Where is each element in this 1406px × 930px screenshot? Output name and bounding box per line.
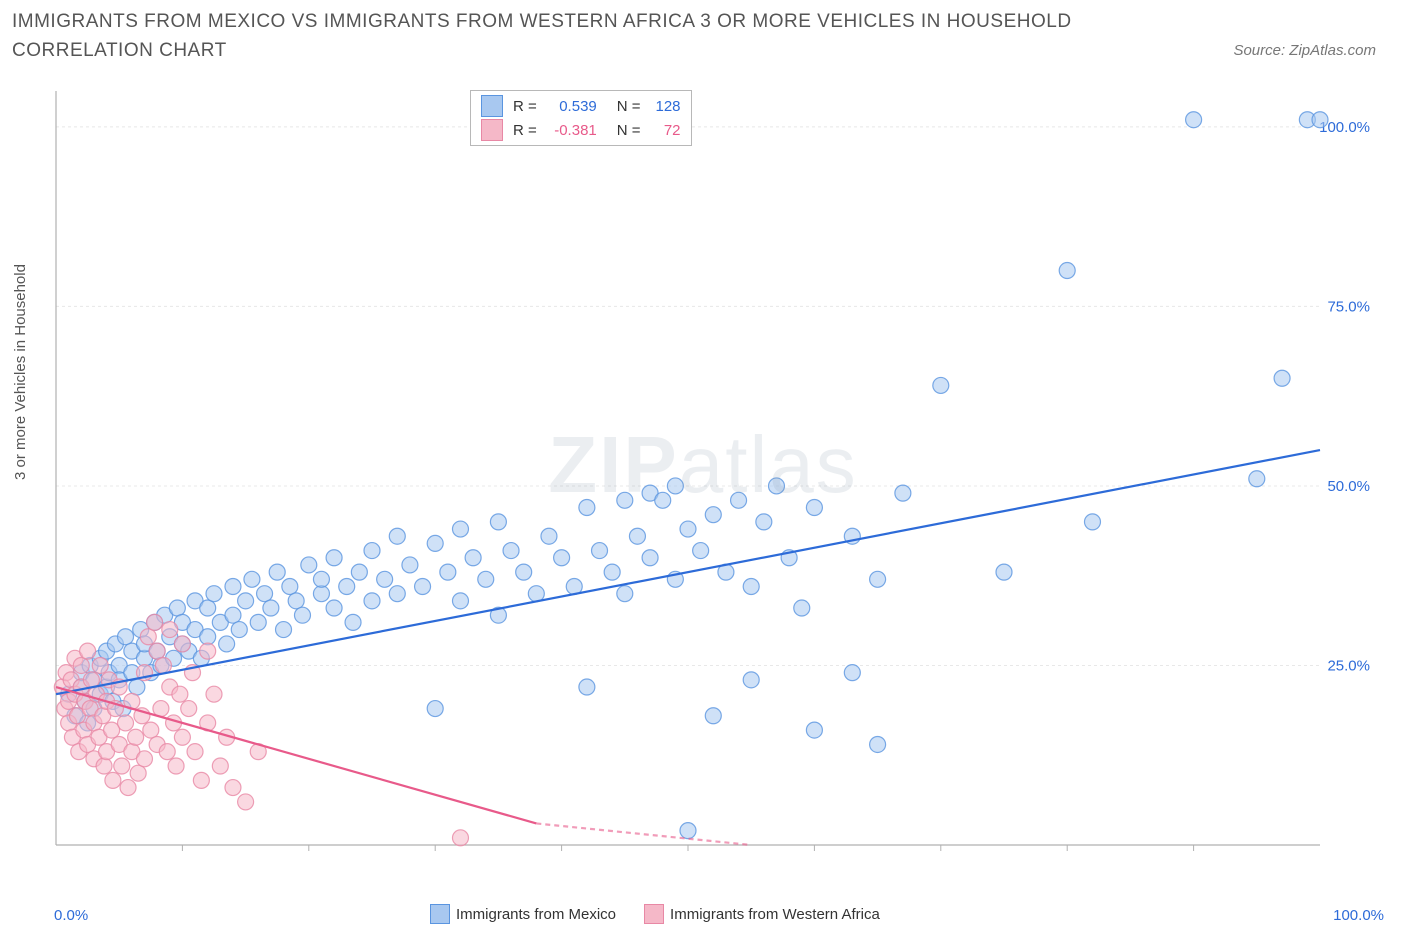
legend-r-label: R = [513,122,537,139]
legend-r-value: 0.539 [543,98,597,115]
svg-text:25.0%: 25.0% [1327,657,1370,674]
scatter-plot: 25.0%50.0%75.0%100.0% [50,85,1380,875]
correlation-legend: R = 0.539 N = 128 R = -0.381 N = 72 [470,90,692,146]
legend-n-value: 72 [647,122,681,139]
y-axis-label: 3 or more Vehicles in Household [12,264,29,480]
source-attribution: Source: ZipAtlas.com [1233,42,1376,59]
legend-row: R = 0.539 N = 128 [481,95,681,117]
legend-row: R = -0.381 N = 72 [481,119,681,141]
legend-r-label: R = [513,98,537,115]
legend-r-value: -0.381 [543,122,597,139]
legend-item-label: Immigrants from Western Africa [670,906,880,923]
legend-swatch-icon [644,904,664,924]
series-legend-item: Immigrants from Mexico [430,904,616,924]
series-legend-item: Immigrants from Western Africa [644,904,880,924]
legend-swatch-icon [481,119,503,141]
chart-title: IMMIGRANTS FROM MEXICO VS IMMIGRANTS FRO… [12,8,1112,65]
legend-n-label: N = [617,122,641,139]
legend-n-value: 128 [647,98,681,115]
legend-swatch-icon [481,95,503,117]
x-axis-min-label: 0.0% [54,907,88,924]
legend-swatch-icon [430,904,450,924]
x-axis-max-label: 100.0% [1333,907,1384,924]
series-legend: Immigrants from Mexico Immigrants from We… [430,904,880,924]
svg-text:50.0%: 50.0% [1327,478,1370,495]
legend-n-label: N = [617,98,641,115]
legend-item-label: Immigrants from Mexico [456,906,616,923]
svg-text:75.0%: 75.0% [1327,298,1370,315]
